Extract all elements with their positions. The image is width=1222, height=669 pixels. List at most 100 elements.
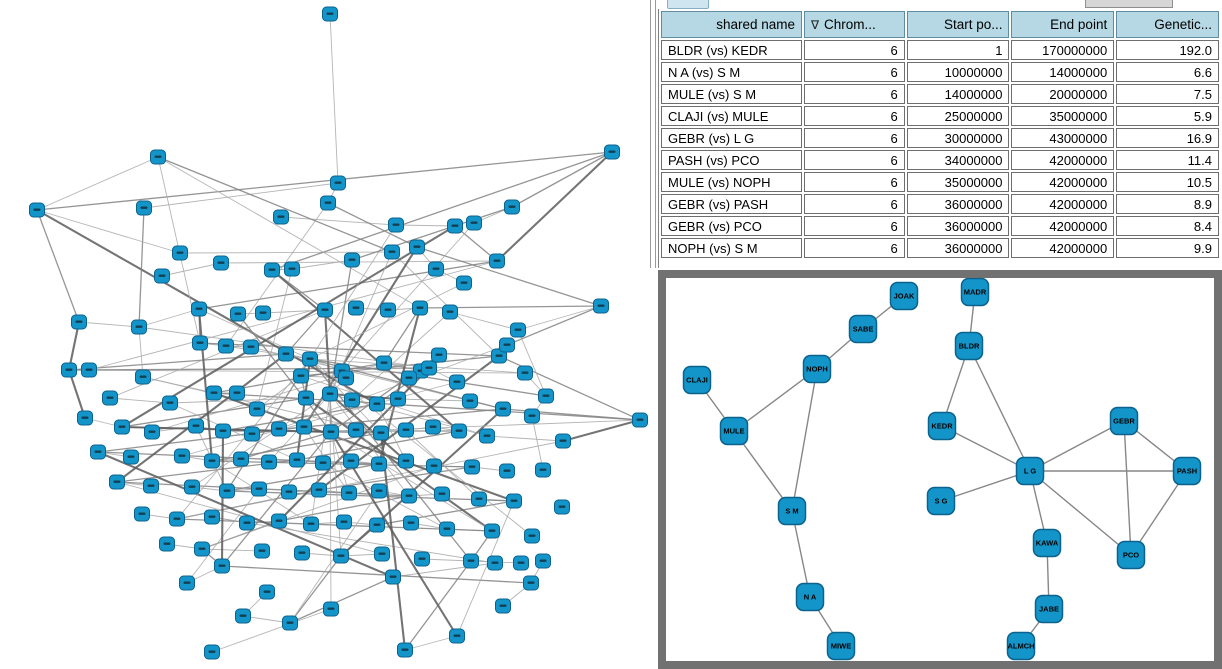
network-node[interactable]: [398, 453, 414, 469]
table-cell[interactable]: 8.9: [1116, 194, 1219, 214]
network-node[interactable]: [451, 423, 467, 439]
network-node-shape[interactable]: [960, 278, 990, 307]
table-row[interactable]: PASH (vs) PCO 6 34000000 42000000 11.4: [661, 150, 1219, 170]
network-node[interactable]: [487, 555, 503, 571]
column-header-genetic[interactable]: Genetic...: [1116, 11, 1219, 38]
network-node[interactable]: [344, 392, 360, 408]
network-node[interactable]: [294, 545, 310, 561]
table-row[interactable]: NOPH (vs) S M 6 36000000 42000000 9.9: [661, 238, 1219, 258]
network-node[interactable]: [538, 388, 554, 404]
network-node[interactable]: GEBR: [1109, 406, 1139, 436]
network-node[interactable]: [235, 608, 251, 624]
network-node[interactable]: [380, 302, 396, 318]
scrollbar-partial[interactable]: [1085, 0, 1173, 8]
table-cell[interactable]: 42000000: [1011, 150, 1115, 170]
network-node[interactable]: [632, 412, 648, 428]
table-cell[interactable]: 5.9: [1116, 106, 1219, 126]
network-node[interactable]: [385, 569, 401, 585]
network-node[interactable]: [143, 478, 159, 494]
network-node[interactable]: [439, 521, 455, 537]
network-node[interactable]: [491, 348, 507, 364]
network-edge[interactable]: [940, 470, 1031, 502]
network-node[interactable]: [434, 486, 450, 502]
network-node[interactable]: [204, 453, 220, 469]
table-cell[interactable]: 192.0: [1116, 40, 1219, 60]
network-node[interactable]: [374, 546, 390, 562]
network-node[interactable]: [506, 493, 522, 509]
network-node-shape[interactable]: [1109, 406, 1139, 436]
table-cell[interactable]: 6: [804, 172, 905, 192]
network-node[interactable]: [214, 558, 230, 574]
network-node[interactable]: SABE: [848, 314, 878, 344]
network-node[interactable]: [412, 300, 428, 316]
network-node[interactable]: [495, 598, 511, 614]
network-node[interactable]: [244, 426, 260, 442]
table-cell[interactable]: 36000000: [906, 238, 1010, 258]
table-cell[interactable]: 30000000: [906, 128, 1010, 148]
table-cell[interactable]: CLAJI (vs) MULE: [661, 106, 803, 126]
table-cell[interactable]: 14000000: [1011, 62, 1115, 82]
table-cell[interactable]: 35000000: [1011, 106, 1115, 126]
column-header-shared-name[interactable]: shared name: [661, 11, 803, 38]
network-node[interactable]: [239, 515, 255, 531]
network-node[interactable]: [264, 262, 280, 278]
network-node[interactable]: [384, 244, 400, 260]
panel-splitter[interactable]: [650, 0, 656, 268]
network-node[interactable]: [102, 390, 118, 406]
network-node[interactable]: [499, 463, 515, 479]
network-node[interactable]: [77, 410, 93, 426]
network-node[interactable]: [535, 553, 551, 569]
network-node-shape[interactable]: [1034, 594, 1064, 624]
network-node[interactable]: [421, 360, 437, 376]
network-node[interactable]: [524, 408, 540, 424]
table-cell[interactable]: 6: [804, 238, 905, 258]
network-node[interactable]: [431, 347, 447, 363]
network-node[interactable]: [464, 459, 480, 475]
network-node[interactable]: [311, 482, 327, 498]
network-node[interactable]: S G: [926, 486, 956, 516]
network-edge[interactable]: [1130, 470, 1188, 556]
table-cell[interactable]: GEBR (vs) L G: [661, 128, 803, 148]
network-node-shape[interactable]: [1032, 528, 1062, 558]
table-row[interactable]: GEBR (vs) PASH 6 36000000 42000000 8.9: [661, 194, 1219, 214]
network-node[interactable]: [409, 239, 425, 255]
table-cell[interactable]: 42000000: [1011, 238, 1115, 258]
network-node[interactable]: [593, 298, 609, 314]
table-row[interactable]: CLAJI (vs) MULE 6 25000000 35000000 5.9: [661, 106, 1219, 126]
network-node[interactable]: [554, 499, 570, 515]
network-node[interactable]: [466, 215, 482, 231]
network-node[interactable]: [322, 6, 338, 22]
network-node[interactable]: [114, 419, 130, 435]
network-node[interactable]: [315, 455, 331, 471]
network-node[interactable]: [479, 428, 495, 444]
network-node[interactable]: [510, 322, 526, 338]
network-node-shape[interactable]: [682, 365, 712, 395]
table-row[interactable]: MULE (vs) S M 6 14000000 20000000 7.5: [661, 84, 1219, 104]
network-node[interactable]: [229, 385, 245, 401]
network-node-shape[interactable]: [889, 281, 919, 311]
network-node[interactable]: [179, 575, 195, 591]
network-node[interactable]: PCO: [1116, 540, 1146, 570]
network-node[interactable]: [243, 339, 259, 355]
network-node[interactable]: [371, 456, 387, 472]
network-node[interactable]: [204, 509, 220, 525]
network-node[interactable]: [273, 209, 289, 225]
network-node[interactable]: [172, 245, 188, 261]
table-cell[interactable]: 6: [804, 106, 905, 126]
table-cell[interactable]: 42000000: [1011, 172, 1115, 192]
network-node[interactable]: [71, 314, 87, 330]
network-node[interactable]: [517, 365, 533, 381]
network-node[interactable]: [323, 424, 339, 440]
network-node[interactable]: [555, 433, 571, 449]
network-edge[interactable]: [791, 368, 818, 512]
network-node[interactable]: [489, 253, 505, 269]
table-cell[interactable]: 6: [804, 194, 905, 214]
network-node-shape[interactable]: [1015, 456, 1045, 486]
network-node[interactable]: [194, 541, 210, 557]
table-cell[interactable]: 6: [804, 216, 905, 236]
network-node[interactable]: [302, 351, 318, 367]
network-node[interactable]: [338, 370, 354, 386]
network-node[interactable]: [204, 644, 220, 660]
table-cell[interactable]: BLDR (vs) KEDR: [661, 40, 803, 60]
table-row[interactable]: GEBR (vs) L G 6 30000000 43000000 16.9: [661, 128, 1219, 148]
